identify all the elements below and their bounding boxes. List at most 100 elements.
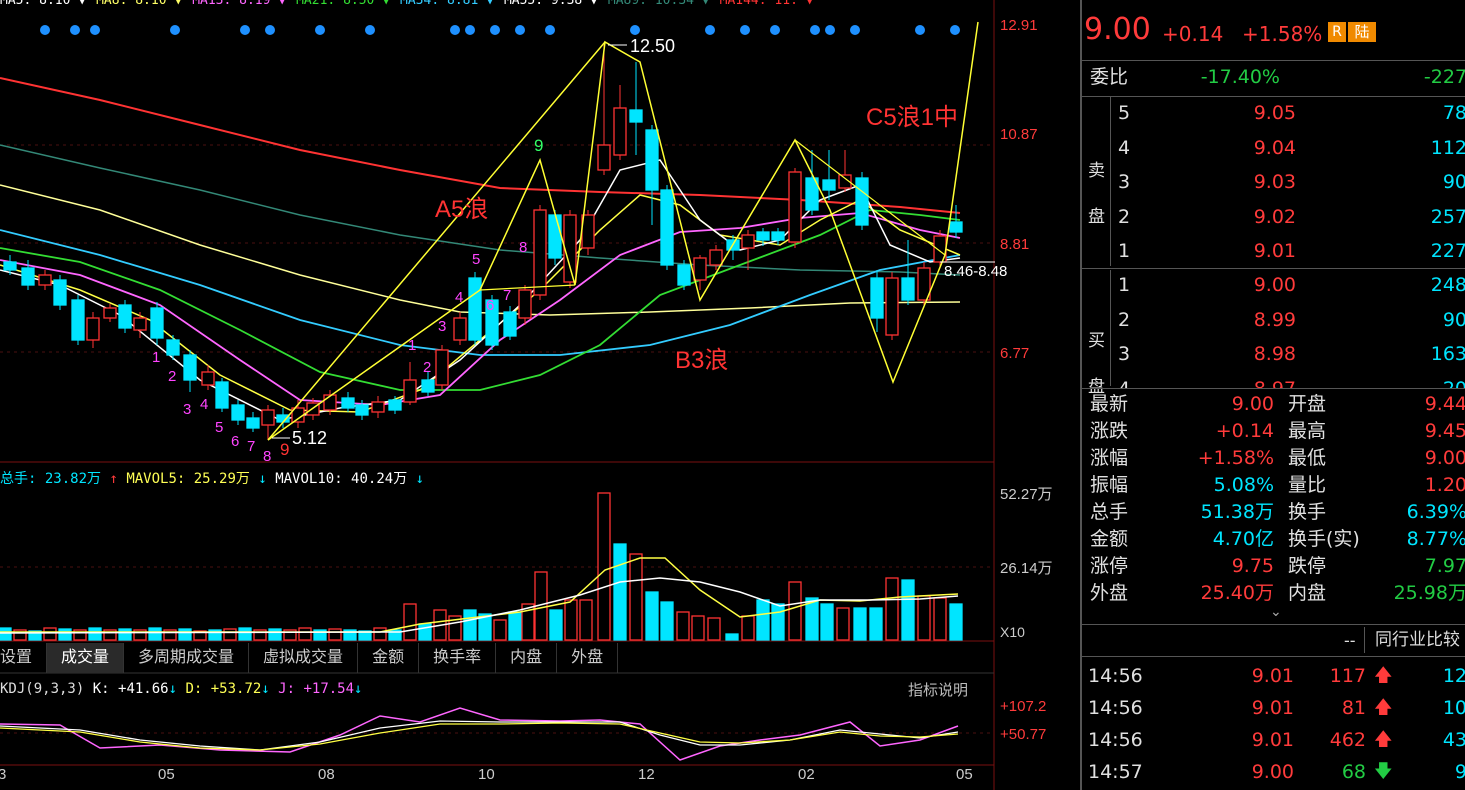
date-axis-label: 05	[956, 766, 973, 783]
signal-dot	[70, 25, 80, 35]
wave-line	[794, 139, 946, 256]
candle-body	[788, 171, 802, 243]
stat-label: 跌停	[1288, 555, 1327, 577]
candle-body	[71, 299, 85, 341]
ask-volume: 78	[1442, 102, 1465, 124]
wave-count-number: 7	[247, 438, 255, 455]
tab-virtual-volume[interactable]: 虚拟成交量	[249, 643, 359, 673]
kdj-d: D: +53.72	[185, 681, 262, 697]
volume-bar	[805, 597, 819, 641]
last-price: 9.00	[1084, 12, 1151, 47]
kdj-axis-label: +50.77	[1000, 726, 1046, 743]
kline-chart-svg[interactable]: 12.91 10.87 8.81 6.77 52.27万 26.14万 X10 +107.2 +…	[0, 0, 1080, 790]
peer-compare-button[interactable]: 同行业比较	[1364, 627, 1465, 653]
candle-body	[518, 289, 532, 319]
candle-body	[118, 304, 132, 329]
indicator-help-button[interactable]: 指标说明	[908, 681, 969, 699]
divider	[1082, 60, 1465, 61]
stat-label: 换手	[1288, 501, 1327, 523]
ask-level: 4	[1118, 136, 1131, 159]
down-arrow-icon: ↓	[249, 471, 276, 487]
ma21-line	[0, 209, 961, 391]
wave-count-number: 6	[231, 433, 239, 450]
stat-value: 5.08%	[1213, 474, 1274, 496]
quote-panel: 9.00 +0.14 +1.58% R 陆 委比 -17.40% -227 卖盘…	[1080, 0, 1465, 790]
signal-dot	[90, 25, 100, 35]
price-change: +0.14	[1162, 22, 1224, 46]
candle-body	[261, 409, 275, 426]
date-axis-label: 02	[798, 766, 815, 783]
tick-volume: 68	[1341, 761, 1366, 783]
candle-body	[53, 279, 67, 306]
candle-body	[805, 177, 819, 211]
candle-body	[563, 214, 577, 283]
volume-mavol5: MAVOL5: 25.29万	[126, 471, 250, 487]
stat-value: 1.20	[1424, 474, 1465, 496]
stat-value: 51.38万	[1200, 501, 1274, 523]
stat-label: 金额	[1090, 528, 1129, 550]
chevron-down-icon[interactable]: ⌄	[1270, 604, 1282, 620]
volume-bar	[358, 630, 372, 641]
tab-outer[interactable]: 外盘	[557, 643, 619, 673]
bid-level: 4	[1118, 376, 1130, 389]
stat-value: 9.45	[1424, 420, 1465, 442]
wave-line	[479, 284, 576, 291]
candle-body	[870, 277, 884, 319]
stat-label: 内盘	[1288, 582, 1327, 604]
volume-bar	[949, 603, 963, 641]
bid-row: 1 9.00 248	[1082, 272, 1465, 299]
wave-line	[267, 21, 979, 441]
signal-dot	[40, 25, 50, 35]
tick-time: 14:56	[1088, 697, 1143, 719]
candle-body	[38, 274, 52, 286]
weibi-label: 委比	[1090, 66, 1129, 88]
tab-multi-period-volume[interactable]: 多周期成交量	[124, 643, 250, 673]
bid-volume: 163	[1430, 343, 1465, 365]
divider	[1082, 268, 1465, 269]
tick-row: 14:56 9.01 462 🡅 43	[1082, 724, 1465, 756]
volume-bar	[564, 599, 578, 641]
tab-settings[interactable]: 设置	[0, 643, 48, 673]
wave-count-number: 1	[408, 337, 416, 354]
stat-label: 外盘	[1090, 582, 1129, 604]
tab-volume[interactable]: 成交量	[47, 643, 125, 673]
tab-inner[interactable]: 内盘	[496, 643, 558, 673]
stat-label: 换手(实)	[1288, 528, 1360, 550]
wave-count-number: 3	[183, 401, 191, 418]
kline-chart-area[interactable]: 12.91 10.87 8.81 6.77 52.27万 26.14万 X10 +107.2 +…	[0, 0, 1080, 790]
lu-badge[interactable]: 陆	[1348, 22, 1376, 42]
stat-label: 涨跌	[1090, 420, 1129, 442]
kdj-d-line	[0, 722, 959, 751]
volume-bar	[133, 629, 147, 641]
volume-axis-label: X10	[1000, 624, 1025, 640]
price-change-pct: +1.58%	[1242, 22, 1323, 46]
volume-bar	[869, 607, 883, 641]
price-axis-label: 12.91	[1000, 17, 1038, 34]
tick-volume: 117	[1329, 665, 1366, 687]
volume-tabs: 设置 成交量 多周期成交量 虚拟成交量 金额 换手率 内盘 外盘	[0, 643, 619, 673]
signal-dot	[850, 25, 860, 35]
kdj-axis-label: +107.2	[1000, 698, 1046, 715]
volume-bar	[313, 629, 327, 641]
ask-row: 3 9.03 90	[1082, 169, 1465, 196]
wave-count-number: 5	[472, 251, 480, 268]
bid-level: 2	[1118, 308, 1131, 331]
tab-amount[interactable]: 金额	[358, 643, 420, 673]
volume-bar	[88, 627, 102, 641]
r-badge[interactable]: R	[1328, 22, 1346, 42]
wave-label-a5: A5浪	[435, 196, 488, 223]
bid-row: 4 8.97 20	[1082, 376, 1465, 389]
signal-dot	[170, 25, 180, 35]
volume-bar	[478, 613, 492, 641]
tick-volume: 81	[1341, 697, 1366, 719]
ask-row: 4 9.04 112	[1082, 135, 1465, 162]
tab-turnover[interactable]: 换手率	[419, 643, 497, 673]
stat-value: +0.14	[1215, 420, 1274, 442]
candle-body	[388, 399, 402, 411]
volume-bar	[933, 597, 947, 641]
volume-axis-label: 26.14万	[1000, 560, 1053, 577]
ask-level: 5	[1118, 102, 1131, 124]
ask-row: 2 9.02 257	[1082, 204, 1465, 231]
wave-count-number: 2	[423, 359, 431, 376]
date-axis-label: 12	[638, 766, 655, 783]
